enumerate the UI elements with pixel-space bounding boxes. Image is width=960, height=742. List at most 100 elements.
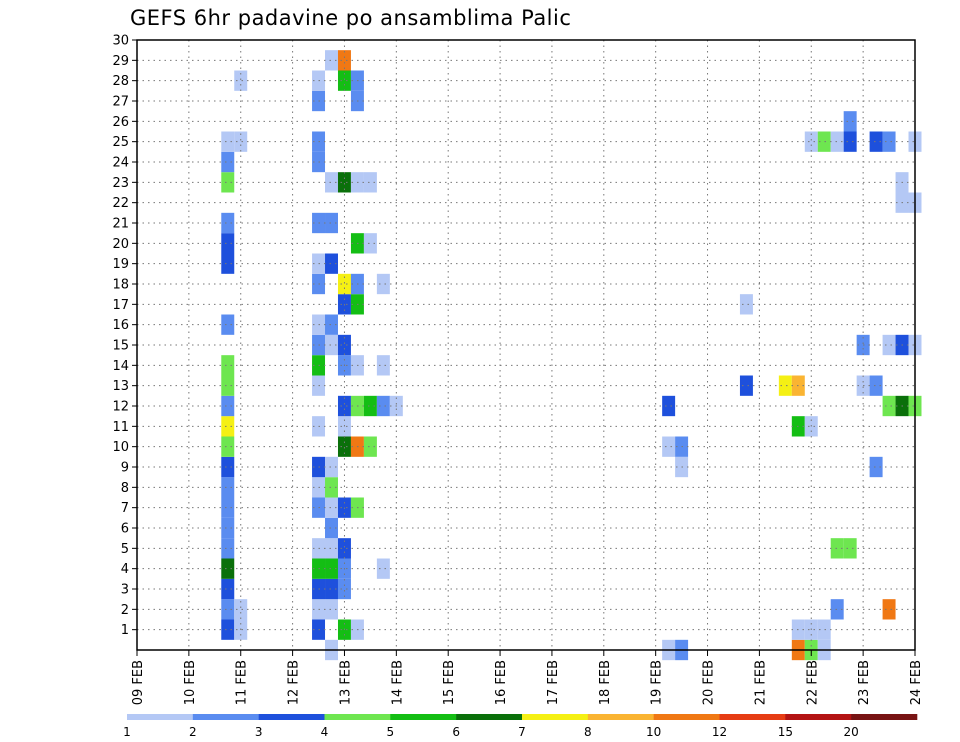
grid-layer [137,39,915,650]
y-tick-label: 5 [121,542,129,557]
precip-cell [337,50,351,71]
precip-cell [221,416,235,437]
precip-cell [325,172,338,193]
precip-cell [325,50,338,71]
x-tick-label: 13 FEB [338,660,353,705]
colorbar-label: 10 [646,725,661,739]
precip-cell [363,436,377,457]
precip-cell [804,131,818,152]
precip-cell [337,334,351,356]
precip-cell [221,131,235,152]
precip-cell [376,395,390,417]
precip-cell [337,578,351,600]
y-tick-label: 22 [112,196,129,211]
precip-cell [869,456,883,478]
colorbar-segment [390,714,457,720]
precip-cell [817,619,831,640]
y-tick-label: 11 [112,420,129,435]
y-tick-label: 9 [121,461,129,476]
colorbar-label: 4 [321,725,329,739]
colorbar-segment [324,714,391,720]
colorbar-label: 20 [844,725,859,739]
y-axis: 1234567891011121314151617181920212223242… [112,34,137,638]
precip-cell [337,538,351,559]
precip-cell [376,558,390,579]
precip-cell [221,517,235,539]
colorbar-segment [522,714,589,720]
colorbar-label: 6 [452,725,460,739]
y-tick-label: 24 [112,156,129,171]
colorbar-label: 2 [189,725,197,739]
precip-cell [337,273,351,295]
colorbar-label: 1 [123,725,131,739]
precip-cell [325,212,338,234]
precip-cell [337,395,351,417]
colorbar-label: 7 [518,725,526,739]
precip-cell [325,456,338,478]
precip-cell [337,436,351,457]
colorbar-segment [258,714,325,720]
y-tick-label: 25 [112,135,129,150]
precip-cell [843,111,857,132]
x-tick-label: 12 FEB [287,660,302,705]
x-tick-label: 14 FEB [390,660,405,705]
precip-cell [882,599,896,620]
precip-cell [830,538,844,559]
x-tick-label: 16 FEB [494,660,509,705]
y-tick-label: 16 [112,318,129,333]
y-tick-label: 8 [121,481,129,496]
precip-cell [221,395,235,417]
precip-cell [376,355,390,376]
precip-cell [337,172,351,193]
colorbar-segment [192,714,259,720]
precip-cell [830,599,844,620]
precip-cell [325,538,338,559]
precip-cell [325,558,338,579]
y-tick-label: 12 [112,400,129,415]
y-tick-label: 28 [112,74,129,89]
y-tick-label: 27 [112,95,129,110]
precip-cell [221,212,235,234]
precip-cell [778,375,792,396]
colorbar-label: 15 [778,725,793,739]
precip-cell [221,456,235,478]
y-tick-label: 14 [112,359,129,374]
precip-cell [234,599,248,620]
x-tick-label: 19 FEB [650,660,665,705]
x-tick-label: 24 FEB [909,660,924,705]
colorbar-segment [587,714,654,720]
y-tick-label: 2 [121,603,129,618]
precip-cell [325,477,338,498]
x-tick-label: 20 FEB [702,660,717,705]
y-tick-label: 21 [112,217,129,232]
colorbar-segment [456,714,523,720]
x-axis: 09 FEB 10 FEB 11 FEB 12 FEB 13 FEB 14 FEB 15 F… [131,650,924,705]
precip-cell [325,578,338,600]
precip-cell [817,131,831,152]
precip-cell [325,599,338,620]
y-tick-label: 4 [121,562,129,577]
y-tick-label: 23 [112,176,129,191]
colorbar-segment [127,714,194,720]
cells-layer [221,50,922,661]
x-tick-label: 17 FEB [546,660,561,705]
precip-cell [662,436,676,457]
x-tick-label: 22 FEB [805,660,820,705]
precip-cell [662,395,676,417]
colorbar-segment [785,714,852,720]
precip-cell [869,131,883,152]
precip-cell [325,517,338,539]
y-tick-label: 20 [112,237,129,252]
y-tick-label: 7 [121,501,129,516]
precip-cell [221,375,235,396]
y-tick-label: 10 [112,440,129,455]
x-tick-label: 11 FEB [235,660,250,705]
precip-cell [221,477,235,498]
precip-cell [221,497,235,518]
precip-cell [739,294,753,315]
precip-cell [221,599,235,620]
x-tick-label: 09 FEB [131,660,146,705]
precip-cell [363,395,377,417]
y-tick-label: 29 [112,54,129,69]
